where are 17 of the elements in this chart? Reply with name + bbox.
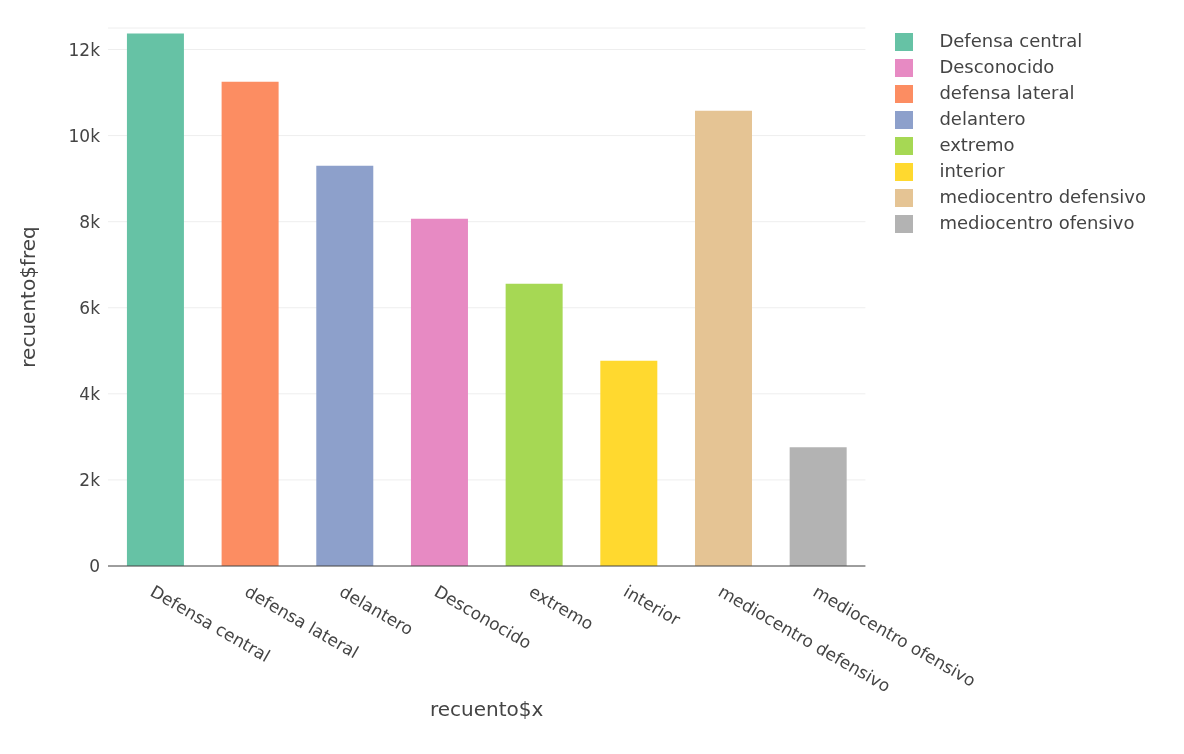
legend-label: mediocentro ofensivo (939, 212, 1135, 233)
legend-label: Defensa central (939, 30, 1083, 51)
legend-label: extremo (939, 134, 1015, 155)
legend-label: defensa lateral (939, 82, 1075, 103)
legend-label: delantero (939, 108, 1026, 129)
y-tick-label: 8k (79, 211, 101, 232)
y-axis-title: recuento$freq (16, 226, 41, 368)
legend-label: mediocentro defensivo (939, 186, 1146, 207)
y-tick-label: 12k (68, 39, 101, 60)
y-tick-label: 0 (89, 556, 100, 577)
y-tick-label: 6k (79, 297, 101, 318)
legend-label: Desconocido (939, 56, 1055, 77)
y-tick-label: 4k (79, 383, 101, 404)
legend-label: interior (939, 160, 1005, 181)
y-tick-label: 10k (68, 125, 101, 146)
y-tick-label: 2k (79, 469, 101, 490)
x-axis-title: recuento$x (430, 697, 544, 721)
